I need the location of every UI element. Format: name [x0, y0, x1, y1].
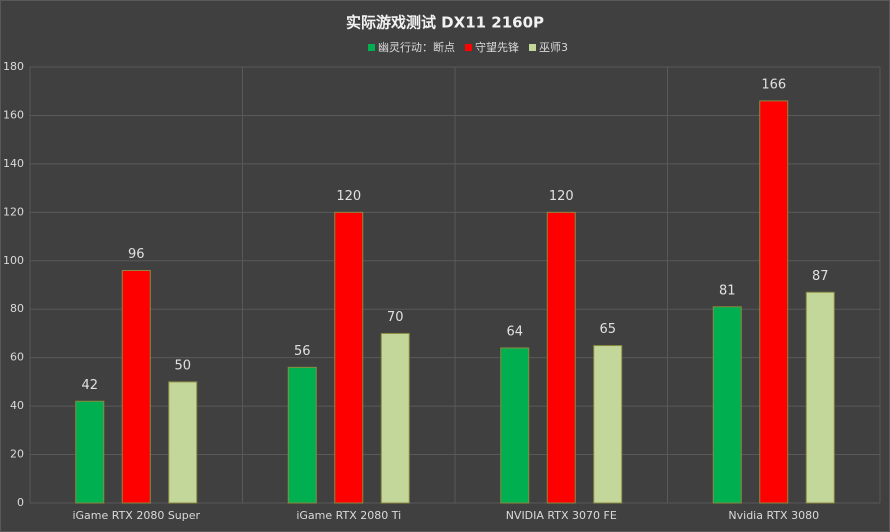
y-tick-label: 0 — [17, 496, 24, 509]
value-label: 120 — [549, 189, 574, 204]
value-label: 96 — [128, 247, 145, 262]
y-tick-label: 160 — [3, 108, 24, 121]
value-label: 56 — [294, 344, 311, 359]
bar — [334, 211, 364, 504]
bar — [500, 347, 530, 504]
x-tick-label: iGame RTX 2080 Ti — [296, 509, 401, 522]
y-tick-label: 80 — [10, 302, 24, 315]
bar — [380, 332, 410, 504]
bar — [168, 381, 198, 504]
value-label: 50 — [174, 358, 191, 373]
bar — [805, 291, 835, 504]
value-label: 65 — [599, 322, 616, 337]
bar — [546, 211, 576, 504]
value-label: 87 — [812, 269, 829, 284]
bar — [75, 400, 105, 504]
bar — [121, 269, 151, 504]
chart-title: 实际游戏测试 DX11 2160P — [346, 14, 544, 32]
legend-swatch — [368, 44, 375, 51]
y-tick-label: 60 — [10, 351, 24, 364]
bar — [759, 100, 789, 504]
value-label: 166 — [761, 77, 786, 92]
y-tick-label: 100 — [3, 254, 24, 267]
bar — [712, 306, 742, 504]
legend-label: 幽灵行动：断点 — [378, 40, 455, 54]
x-tick-label: NVIDIA RTX 3070 FE — [506, 509, 617, 522]
y-tick-label: 20 — [10, 448, 24, 461]
legend-label: 守望先锋 — [475, 40, 519, 54]
value-label: 120 — [336, 189, 361, 204]
legend-swatch — [465, 44, 472, 51]
y-tick-label: 120 — [3, 205, 24, 218]
bar — [593, 345, 623, 504]
x-tick-label: Nvidia RTX 3080 — [728, 509, 819, 522]
value-label: 81 — [719, 283, 736, 298]
value-label: 64 — [506, 324, 523, 339]
y-tick-label: 40 — [10, 399, 24, 412]
y-tick-label: 180 — [3, 60, 24, 73]
value-label: 42 — [81, 378, 98, 393]
legend-swatch — [529, 44, 536, 51]
y-tick-label: 140 — [3, 157, 24, 170]
bar — [287, 366, 317, 504]
x-tick-label: iGame RTX 2080 Super — [72, 509, 200, 522]
legend-label: 巫师3 — [539, 41, 568, 54]
value-label: 70 — [387, 310, 404, 325]
